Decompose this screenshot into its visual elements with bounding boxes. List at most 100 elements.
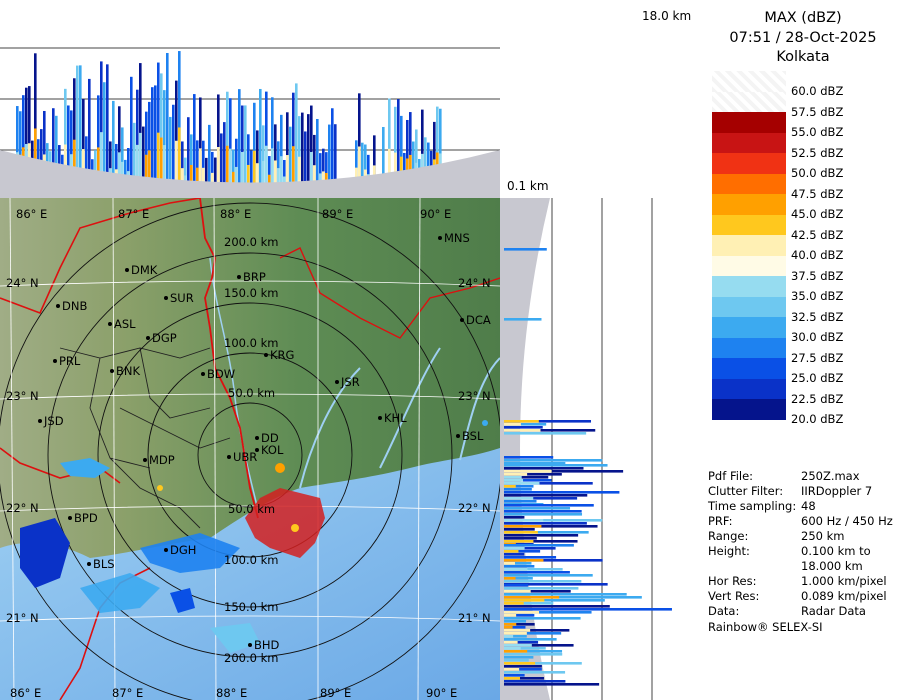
metadata-value: 0.089 km/pixel <box>801 589 887 603</box>
profile-echo <box>283 159 286 190</box>
color-scale-label: 47.5 dBZ <box>791 186 844 201</box>
profile-echo <box>504 504 594 507</box>
profile-echo <box>19 111 22 190</box>
profile-echo <box>22 95 25 190</box>
color-scale-step <box>712 214 786 235</box>
profile-echo <box>504 644 574 647</box>
profile-echo <box>97 95 100 190</box>
place-label: PRL <box>59 354 81 368</box>
profile-echo-core <box>145 154 148 190</box>
profile-echo <box>504 599 605 602</box>
color-scale-label: 22.5 dBZ <box>791 391 844 406</box>
profile-echo-core <box>160 137 163 190</box>
parallel <box>0 505 500 512</box>
profile-echo <box>154 85 157 190</box>
color-scale-label: 57.5 dBZ <box>791 104 844 119</box>
lat-label-24-east: 24° N <box>458 276 491 290</box>
color-scale-label: 45.0 dBZ <box>791 207 844 221</box>
profile-echo-core <box>504 650 528 653</box>
profile-echo <box>504 547 556 550</box>
lon-label-90-bottom: 90° E <box>426 686 457 700</box>
profile-echo <box>64 88 67 190</box>
profile-echo-core <box>504 568 528 571</box>
profile-echo <box>307 114 310 190</box>
profile-echo-core <box>97 147 100 190</box>
profile-echo <box>175 80 178 190</box>
profile-echo <box>504 584 528 587</box>
profile-echo-core <box>504 562 515 565</box>
place-label: ASL <box>114 317 136 331</box>
place-label: JSD <box>43 414 64 428</box>
profile-echo <box>322 148 325 190</box>
lon-label-90-top: 90° E <box>420 207 451 221</box>
profile-echo <box>25 87 28 190</box>
profile-echo-core <box>504 647 521 650</box>
place-label: MNS <box>444 231 470 245</box>
place-markers: MNS DMK BRP DNB SUR ASL DGP DCA KRG PRL BNK BDW JSR K… <box>38 231 491 652</box>
profile-echo-core <box>504 476 522 479</box>
profile-echo <box>310 105 313 190</box>
profile-echo <box>52 108 55 190</box>
profile-echo-core <box>358 146 361 190</box>
profile-echo <box>79 65 82 190</box>
place-dot <box>146 336 150 340</box>
profile-echo <box>433 121 436 190</box>
ring-label-200-south: 200.0 km <box>224 651 278 665</box>
profile-echo <box>232 149 235 190</box>
place-label: DGP <box>152 331 177 345</box>
profile-echo <box>142 126 145 190</box>
profile-echo-core <box>504 540 534 543</box>
profile-echo <box>193 94 196 190</box>
profile-echo <box>397 99 400 190</box>
place-dot <box>53 359 57 363</box>
profile-echo <box>504 596 642 599</box>
profile-echo <box>157 62 160 190</box>
profile-echo <box>504 677 544 680</box>
parallel <box>0 393 500 400</box>
profile-echo <box>439 108 442 190</box>
lon-label-89-top: 89° E <box>322 207 353 221</box>
ring-label-150-south: 150.0 km <box>224 600 278 614</box>
color-scale-step <box>712 276 786 297</box>
place-label: DD <box>261 431 279 445</box>
profile-echo-core <box>73 139 76 190</box>
profile-echo <box>112 100 115 190</box>
profile-echo <box>504 497 578 500</box>
profile-echo <box>205 157 208 190</box>
profile-echo <box>504 632 562 635</box>
color-scale-step <box>712 71 786 92</box>
profile-echo-core <box>157 132 160 190</box>
profile-echo-core <box>504 531 538 534</box>
longitude-labels: 86° E 87° E 88° E 89° E 90° E 86° E 87° … <box>10 207 457 700</box>
profile-echo <box>504 665 542 668</box>
profile-echo <box>504 420 592 423</box>
profile-echo <box>394 106 397 190</box>
place-label: UBR <box>233 450 257 464</box>
profile-echo <box>334 124 337 190</box>
lon-label-89-bottom: 89° E <box>320 686 351 700</box>
profile-echo-core <box>178 127 181 190</box>
metadata-value: 250 km <box>801 529 845 543</box>
profile-echo <box>139 63 142 190</box>
echo-cluster <box>170 588 195 613</box>
profile-echo <box>172 104 175 190</box>
profile-echo-core <box>265 145 268 190</box>
meridian <box>112 198 116 700</box>
profile-echo-core <box>118 152 121 190</box>
profile-echo <box>106 64 109 190</box>
color-scale-step <box>712 91 786 112</box>
profile-echo-core <box>504 644 532 647</box>
profile-echo <box>292 92 295 190</box>
timestamp: 07:51 / 28-Oct-2025 <box>729 30 876 46</box>
profile-echo <box>55 115 58 190</box>
profile-echo <box>226 91 229 190</box>
place-dot <box>237 275 241 279</box>
place-label: KHL <box>384 411 407 425</box>
profile-echo <box>229 98 232 190</box>
profile-echo <box>313 134 316 190</box>
profile-echo <box>190 134 193 190</box>
profile-echo <box>382 126 385 190</box>
color-scale-step <box>712 153 786 174</box>
profile-echo <box>504 519 603 522</box>
profile-echo-core <box>226 145 229 190</box>
